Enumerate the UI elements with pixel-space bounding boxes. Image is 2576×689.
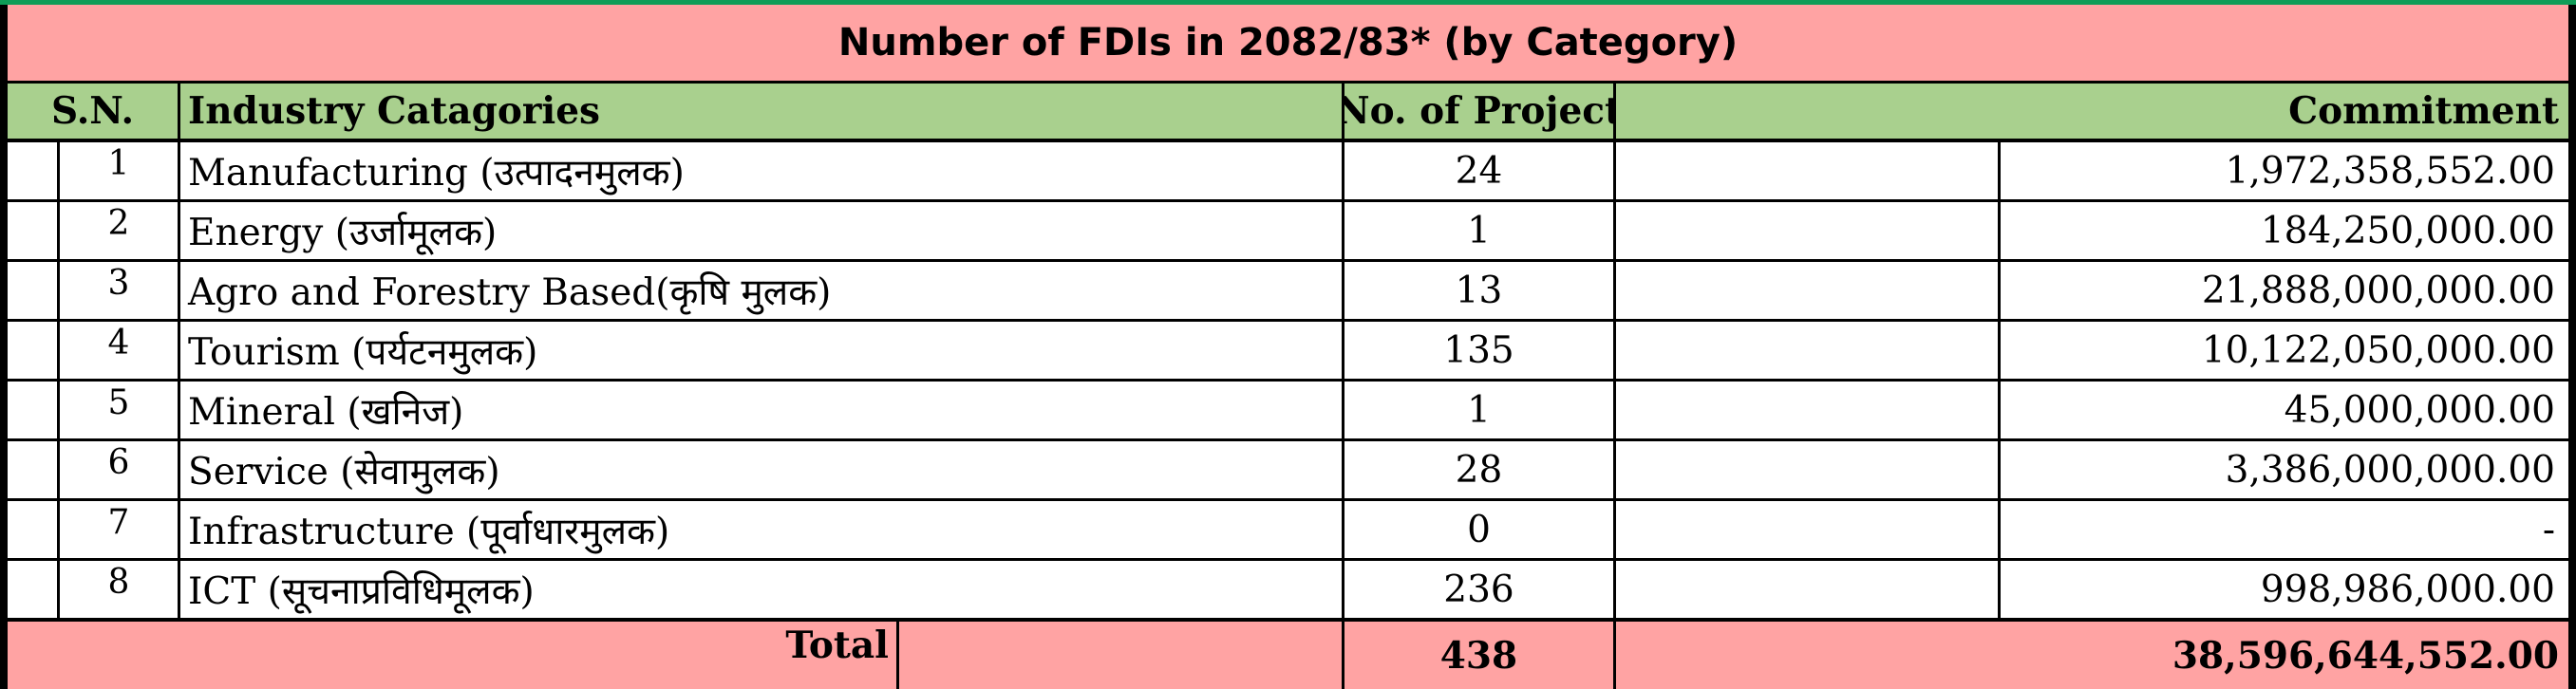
row-spacer-cell: [1616, 262, 1998, 319]
row-projects: 135: [1344, 322, 1613, 379]
header-commitment: Commitment: [1616, 84, 2568, 139]
row-spacer-cell: [1616, 202, 1998, 259]
total-commitment: 38,596,644,552.00: [1616, 622, 2568, 689]
total-projects: 438: [1344, 622, 1613, 689]
table-title: Number of FDIs in 2082/83* (by Category): [8, 5, 2568, 81]
row-category: Mineral (खनिज): [180, 382, 1342, 438]
row-commitment: -: [2001, 501, 2568, 558]
header-category: Industry Catagories: [180, 84, 1342, 139]
row-spacer-cell: [1616, 382, 1998, 438]
row-margin-cell: [8, 501, 57, 558]
row-commitment: 1,972,358,552.00: [2001, 142, 2568, 199]
row-sn: 1: [60, 142, 178, 199]
row-projects: 28: [1344, 441, 1613, 498]
row-margin-cell: [8, 202, 57, 259]
row-sn: 5: [60, 382, 178, 438]
total-blank: [899, 622, 1342, 689]
header-sn: S.N.: [8, 84, 178, 139]
row-category: Infrastructure (पूर्वाधारमुलक): [180, 501, 1342, 558]
row-category: Energy (उर्जामूलक): [180, 202, 1342, 259]
row-margin-cell: [8, 322, 57, 379]
row-margin-cell: [8, 441, 57, 498]
row-margin-cell: [8, 382, 57, 438]
row-margin-cell: [8, 561, 57, 618]
row-category: Manufacturing (उत्पादनमुलक): [180, 142, 1342, 199]
row-projects: 1: [1344, 202, 1613, 259]
row-projects: 236: [1344, 561, 1613, 618]
row-margin-cell: [8, 262, 57, 319]
row-projects: 1: [1344, 382, 1613, 438]
row-category: Service (सेवामुलक): [180, 441, 1342, 498]
row-margin-cell: [8, 142, 57, 199]
row-category: Tourism (पर्यटनमुलक): [180, 322, 1342, 379]
top-border: [0, 0, 2576, 5]
header-projects: No. of Project: [1344, 84, 1613, 139]
total-label: Total: [8, 622, 896, 689]
row-spacer-cell: [1616, 561, 1998, 618]
row-spacer-cell: [1616, 322, 1998, 379]
row-spacer-cell: [1616, 142, 1998, 199]
row-sn: 6: [60, 441, 178, 498]
row-projects: 0: [1344, 501, 1613, 558]
row-sn: 8: [60, 561, 178, 618]
row-spacer-cell: [1616, 441, 1998, 498]
row-sn: 7: [60, 501, 178, 558]
row-sn: 3: [60, 262, 178, 319]
row-commitment: 184,250,000.00: [2001, 202, 2568, 259]
row-spacer-cell: [1616, 501, 1998, 558]
row-commitment: 3,386,000,000.00: [2001, 441, 2568, 498]
row-sn: 4: [60, 322, 178, 379]
row-commitment: 998,986,000.00: [2001, 561, 2568, 618]
row-category: ICT (सूचनाप्रविधिमूलक): [180, 561, 1342, 618]
row-sn: 2: [60, 202, 178, 259]
row-commitment: 21,888,000,000.00: [2001, 262, 2568, 319]
row-projects: 24: [1344, 142, 1613, 199]
row-commitment: 45,000,000.00: [2001, 382, 2568, 438]
row-category: Agro and Forestry Based(कृषि मुलक): [180, 262, 1342, 319]
row-commitment: 10,122,050,000.00: [2001, 322, 2568, 379]
row-projects: 13: [1344, 262, 1613, 319]
